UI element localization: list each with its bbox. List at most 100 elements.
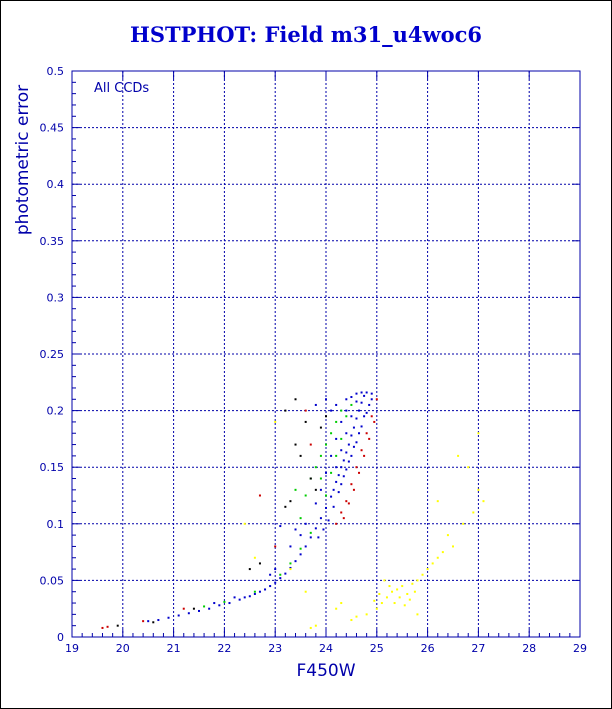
- data-point: [350, 434, 353, 437]
- data-point: [284, 572, 287, 575]
- data-point: [335, 403, 338, 406]
- data-point: [319, 477, 322, 480]
- data-point: [330, 432, 333, 435]
- data-point: [365, 391, 368, 394]
- data-point: [299, 454, 302, 457]
- data-point: [342, 459, 345, 462]
- data-point: [368, 437, 371, 440]
- data-point: [243, 596, 246, 599]
- data-point: [332, 505, 335, 508]
- data-point: [314, 466, 317, 469]
- data-point: [294, 488, 297, 491]
- data-point: [360, 401, 363, 404]
- data-point: [355, 441, 358, 444]
- data-point: [347, 460, 350, 463]
- data-point: [457, 454, 460, 457]
- data-point: [289, 562, 292, 565]
- data-point: [358, 432, 361, 435]
- data-point: [467, 466, 470, 469]
- data-point: [350, 619, 353, 622]
- data-point: [309, 626, 312, 629]
- data-point: [378, 592, 381, 595]
- data-point: [340, 420, 343, 423]
- data-point: [294, 398, 297, 401]
- data-point: [347, 443, 350, 446]
- data-point: [304, 522, 307, 525]
- data-point: [289, 568, 292, 571]
- data-point: [477, 488, 480, 491]
- data-point: [330, 495, 333, 498]
- axis-ticks: 19 20 21 22 23 24 25 26 27 28 29 0 0.05 0.1 0.15 0.2 0.2…: [40, 65, 588, 655]
- data-point: [431, 562, 434, 565]
- data-point: [258, 590, 261, 593]
- data-point: [182, 607, 185, 610]
- data-point: [332, 488, 335, 491]
- data-point: [335, 607, 338, 610]
- data-point: [253, 556, 256, 559]
- data-point: [363, 394, 366, 397]
- data-point: [337, 474, 340, 477]
- data-point: [314, 502, 317, 505]
- data-point: [294, 528, 297, 531]
- data-point: [330, 409, 333, 412]
- data-point: [472, 511, 475, 514]
- data-point: [274, 581, 277, 584]
- data-point: [436, 556, 439, 559]
- data-point: [335, 454, 338, 457]
- data-point: [243, 522, 246, 525]
- data-point: [284, 409, 287, 412]
- data-point: [340, 602, 343, 605]
- data-point: [157, 619, 160, 622]
- x-tick-label: 27: [471, 642, 485, 655]
- ccd-annotation: All CCDs: [94, 81, 149, 96]
- y-tick-label: 0.4: [47, 178, 65, 191]
- data-point: [373, 599, 376, 602]
- data-point: [258, 494, 261, 497]
- data-point: [309, 531, 312, 534]
- data-point: [322, 528, 325, 531]
- data-point: [345, 415, 348, 418]
- data-point: [289, 545, 292, 548]
- data-point: [370, 398, 373, 401]
- data-point: [363, 454, 366, 457]
- x-tick-label: 23: [268, 642, 282, 655]
- chart-title: HSTPHOT: Field m31_u4woc6: [129, 22, 483, 47]
- data-point: [299, 517, 302, 520]
- data-point: [116, 624, 119, 627]
- y-tick-label: 0.35: [40, 235, 65, 248]
- data-point: [375, 607, 378, 610]
- data-point: [398, 596, 401, 599]
- data-point: [304, 409, 307, 412]
- x-tick-label: 21: [167, 642, 181, 655]
- data-point: [314, 527, 317, 530]
- data-point: [289, 566, 292, 569]
- data-point: [462, 522, 465, 525]
- data-point: [370, 415, 373, 418]
- data-point: [325, 415, 327, 418]
- data-point: [309, 477, 312, 480]
- data-point: [340, 449, 343, 452]
- data-point: [373, 420, 376, 423]
- x-tick-label: 28: [522, 642, 536, 655]
- data-point: [360, 425, 363, 428]
- data-point: [385, 596, 388, 599]
- data-point: [383, 579, 386, 582]
- data-point: [304, 590, 307, 593]
- x-tick-label: 26: [421, 642, 435, 655]
- y-tick-label: 0.5: [47, 65, 65, 78]
- data-point: [347, 502, 350, 505]
- data-point: [314, 624, 317, 627]
- data-point: [355, 392, 358, 395]
- data-points: [101, 391, 485, 629]
- data-point: [335, 522, 338, 525]
- x-tick-label: 24: [319, 642, 333, 655]
- data-point: [345, 398, 348, 401]
- data-point: [299, 553, 302, 556]
- data-point: [248, 568, 251, 571]
- data-point: [299, 534, 302, 537]
- data-point: [352, 445, 355, 448]
- y-tick-label: 0.1: [47, 518, 65, 531]
- data-point: [253, 590, 256, 593]
- data-point: [358, 471, 361, 474]
- grid-lines: [72, 71, 580, 637]
